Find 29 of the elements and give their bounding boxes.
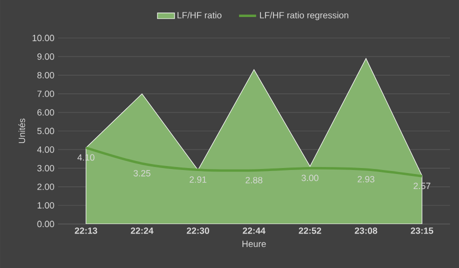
data-label: 3.25 — [134, 170, 150, 176]
y-tick-label: 6.00 — [37, 109, 54, 116]
y-tick-label: 1.00 — [38, 202, 54, 209]
data-label: 4.10 — [77, 154, 94, 161]
data-label: 2.88 — [246, 176, 262, 184]
y-tick-label: 9.00 — [37, 53, 54, 60]
x-tick-label: 22:44 — [242, 228, 266, 234]
x-tick-label: 22:52 — [298, 228, 322, 234]
x-tick-label: 22:13 — [74, 228, 98, 234]
legend-label: LF/HF ratio — [178, 12, 222, 18]
y-tick-label: 8.00 — [37, 72, 54, 78]
x-tick-label: 22:24 — [130, 228, 154, 234]
x-tick-label: 23:08 — [354, 228, 378, 234]
x-tick-label: 22:30 — [186, 228, 210, 234]
data-label: 2.91 — [190, 176, 206, 183]
y-tick-label: 7.00 — [37, 90, 54, 97]
data-label: 2.93 — [358, 176, 374, 182]
x-tick-label: 23:15 — [410, 228, 434, 234]
y-tick-label: 4.00 — [37, 146, 54, 153]
y-tick-label: 0.00 — [37, 220, 54, 228]
y-tick-label: 5.00 — [37, 128, 54, 134]
data-label: 2.57 — [414, 182, 430, 190]
data-label: 3.00 — [302, 174, 318, 182]
y-axis-title: Unités — [18, 118, 26, 144]
x-axis-title: Heure — [242, 240, 266, 248]
y-tick-label: 10.00 — [32, 34, 54, 42]
y-tick-label: 2.00 — [37, 184, 54, 190]
y-tick-label: 3.00 — [37, 164, 54, 172]
legend-label: LF/HF ratio regression — [260, 12, 348, 20]
